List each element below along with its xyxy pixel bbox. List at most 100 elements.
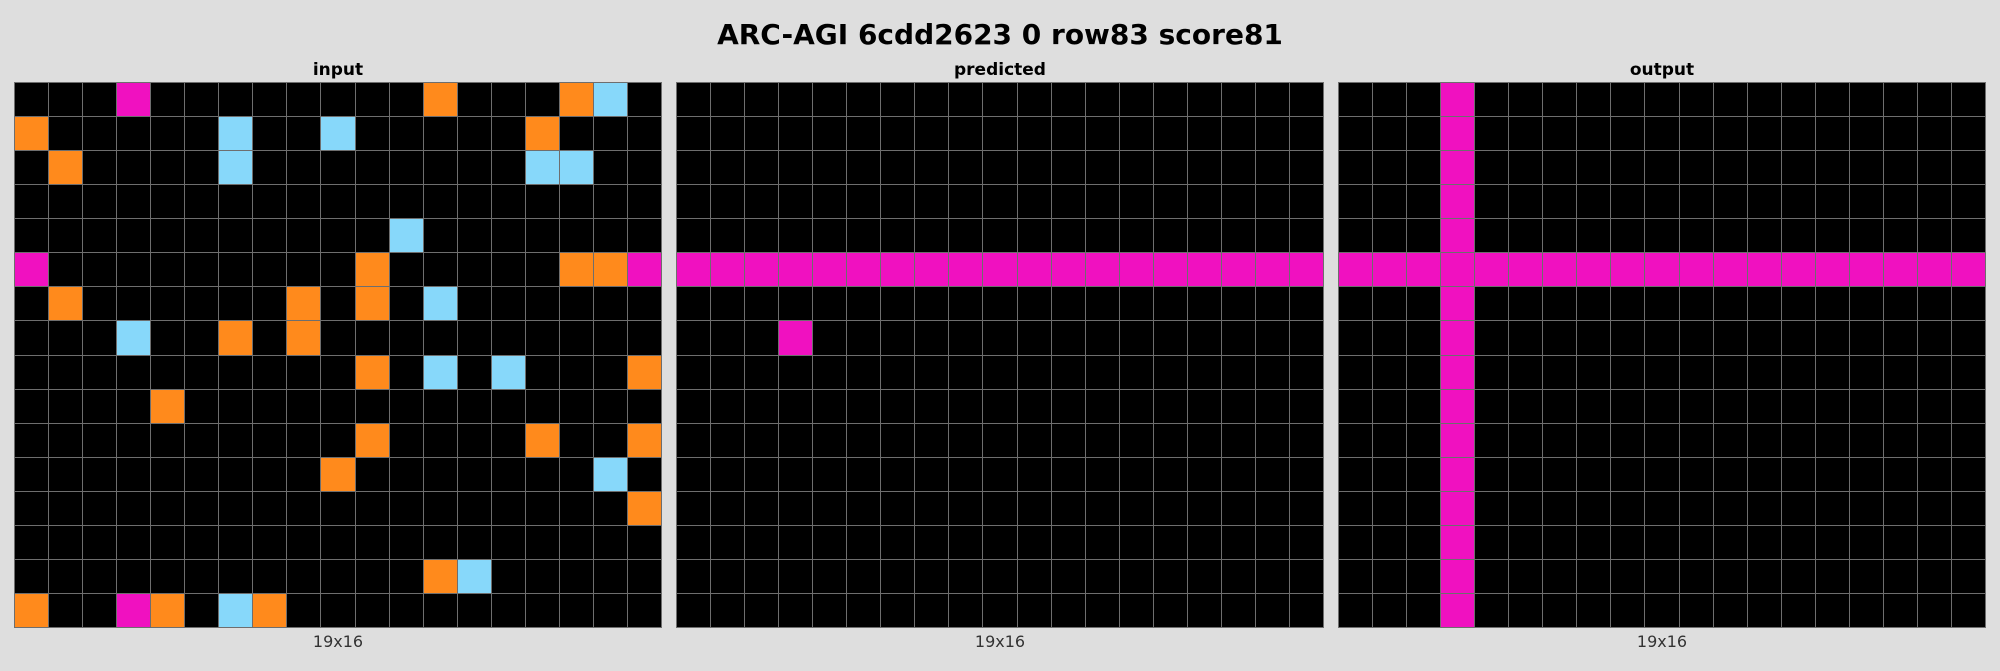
grid-cell (1221, 593, 1255, 627)
grid-cell (219, 321, 253, 355)
grid-cell (1441, 83, 1475, 117)
grid-cell (1747, 457, 1781, 491)
grid-cell (1577, 559, 1611, 593)
grid-cell (1153, 83, 1187, 117)
grid-cell (813, 151, 847, 185)
grid-cell (1153, 389, 1187, 423)
grid-cell (983, 151, 1017, 185)
grid-cell (1781, 525, 1815, 559)
grid-cell (423, 457, 457, 491)
grid-cell (1187, 253, 1221, 287)
grid-cell (1509, 117, 1543, 151)
grid-cell (491, 389, 525, 423)
grid-cell (1509, 593, 1543, 627)
grid-cell (1255, 185, 1289, 219)
grid-cell (847, 151, 881, 185)
grid-cell (1543, 185, 1577, 219)
grid-cell (1221, 525, 1255, 559)
grid-cell (983, 185, 1017, 219)
grid-cell (1017, 83, 1051, 117)
grid-cell (881, 219, 915, 253)
grid-cell (525, 593, 559, 627)
grid-cell (1747, 287, 1781, 321)
grid-cell (1475, 321, 1509, 355)
grid-cell (1441, 593, 1475, 627)
grid-cell (1645, 457, 1679, 491)
grid-cell (1883, 559, 1917, 593)
grid-cell (1543, 151, 1577, 185)
grid-cell (881, 287, 915, 321)
grid-cell (1373, 287, 1407, 321)
grid-cell (1679, 117, 1713, 151)
grid-cell (457, 355, 491, 389)
grid-cell (219, 593, 253, 627)
grid-cell (1577, 423, 1611, 457)
grid-cell (813, 287, 847, 321)
grid-cell (423, 117, 457, 151)
grid-cell (1339, 253, 1373, 287)
grid-cell (1187, 321, 1221, 355)
grid-cell (915, 83, 949, 117)
grid-cell (1221, 219, 1255, 253)
grid-cell (83, 355, 117, 389)
grid-cell (525, 525, 559, 559)
grid-cell (915, 423, 949, 457)
grid-cell (1781, 423, 1815, 457)
grid-cell (1339, 423, 1373, 457)
grid-cell (389, 491, 423, 525)
grid-cell (1951, 593, 1985, 627)
grid-cell (1221, 457, 1255, 491)
grid-cell (49, 491, 83, 525)
grid-cell (1339, 389, 1373, 423)
grid-cell (779, 253, 813, 287)
grid-cell (1407, 593, 1441, 627)
grid-cell (1543, 457, 1577, 491)
grid-cell (1849, 287, 1883, 321)
grid-cell (1187, 355, 1221, 389)
grid-cell (15, 389, 49, 423)
grid-dimensions: 19x16 (1636, 632, 1688, 651)
grid-cell (185, 423, 219, 457)
grid-cell (1441, 457, 1475, 491)
grid-cell (1883, 423, 1917, 457)
grid-cell (847, 83, 881, 117)
grid-cell (1085, 287, 1119, 321)
grid-cell (151, 151, 185, 185)
grid-cell (983, 491, 1017, 525)
grid-cell (83, 389, 117, 423)
grid-cell (1085, 491, 1119, 525)
grid-cell (1475, 423, 1509, 457)
grid-cell (915, 321, 949, 355)
grid-cell (881, 593, 915, 627)
grid-cell (1289, 321, 1323, 355)
grid-cell (389, 83, 423, 117)
grid-cell (83, 491, 117, 525)
grid-cell (1255, 253, 1289, 287)
grid-cell (1407, 321, 1441, 355)
grid-cell (1849, 253, 1883, 287)
grid-cell (593, 321, 627, 355)
grid-cell (117, 423, 151, 457)
grid-cell (1713, 253, 1747, 287)
grid-cell (711, 355, 745, 389)
grid-cell (1187, 287, 1221, 321)
grid-cell (185, 593, 219, 627)
grid-cell (525, 219, 559, 253)
grid-cell (1153, 253, 1187, 287)
grid-cell (1611, 389, 1645, 423)
grid-cell (253, 185, 287, 219)
grid-cell (151, 389, 185, 423)
grid-cell (1153, 185, 1187, 219)
grid-cell (813, 117, 847, 151)
grid-cell (151, 457, 185, 491)
grid-cell (1645, 559, 1679, 593)
grid-cell (847, 423, 881, 457)
grid-cell (1815, 491, 1849, 525)
grid-cell (525, 457, 559, 491)
grid-cell (117, 593, 151, 627)
grid-cell (627, 83, 661, 117)
grid-cell (117, 389, 151, 423)
grid-cell (1085, 389, 1119, 423)
grid-cell (389, 423, 423, 457)
grid-cell (1153, 355, 1187, 389)
